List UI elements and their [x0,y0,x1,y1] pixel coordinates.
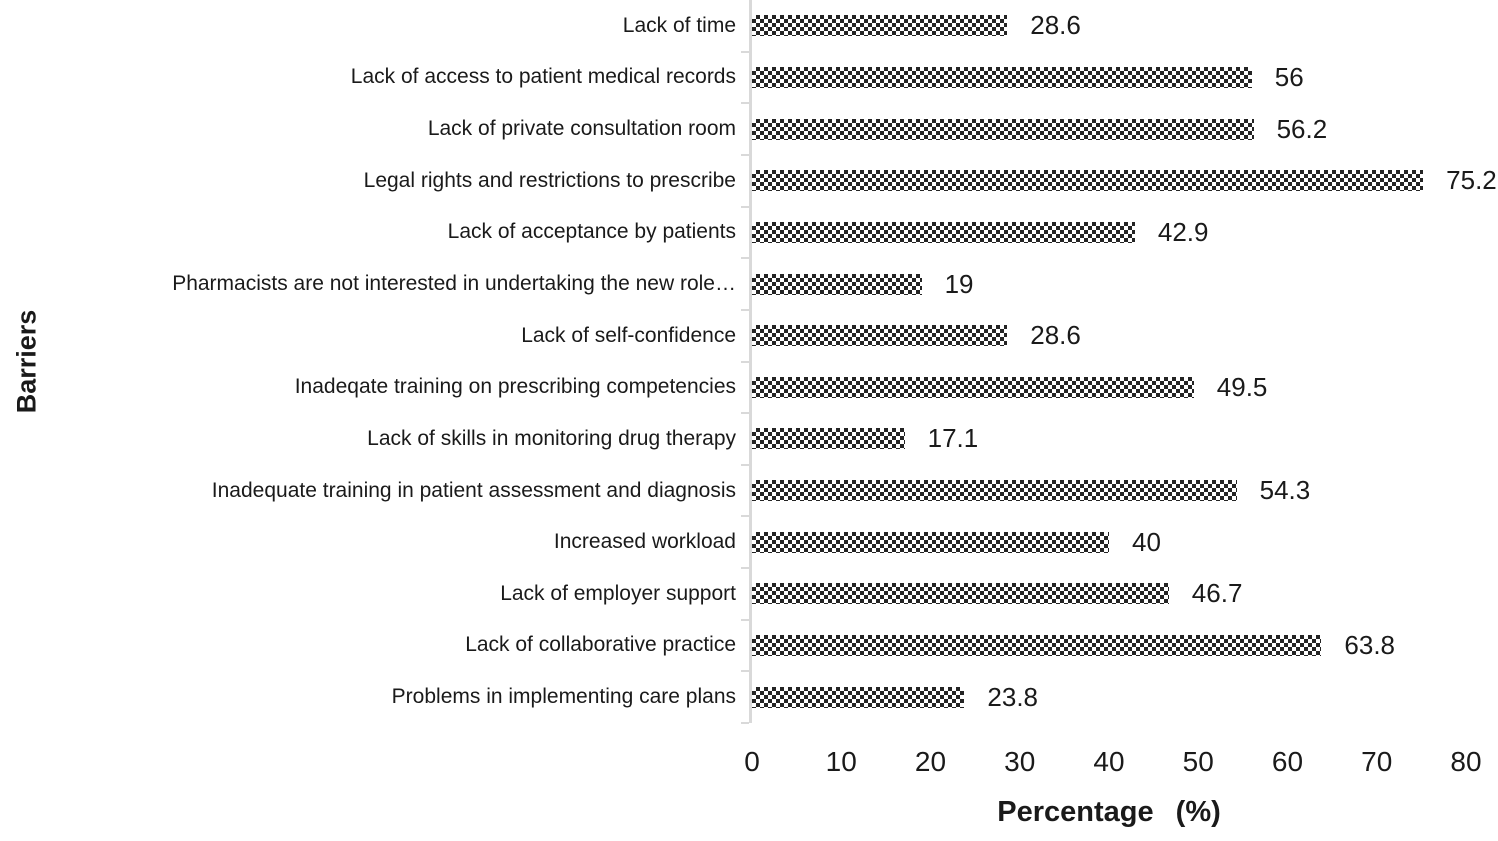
value-label: 75.2 [1446,165,1497,196]
value-label: 56.2 [1276,113,1328,144]
category-label: Lack of employer support [500,581,736,605]
category-label: Lack of acceptance by patients [447,220,736,244]
value-label: 23.8 [987,681,1039,712]
bar-row: Lack of self-confidence 28.6 [0,310,1498,362]
x-tick-label: 60 [1271,746,1304,777]
value-label: 17.1 [927,423,979,454]
category-axis-tick [741,515,749,517]
value-label: 56 [1274,61,1304,92]
x-tick-label: 30 [1004,746,1036,777]
x-tick-label: 70 [1361,746,1393,777]
bar [752,635,1322,656]
category-label: Pharmacists are not interested in undert… [172,271,736,295]
bar-row: Lack of time 28.6 [0,0,1498,52]
bar-row: Lack of collaborative practice 63.8 [0,620,1498,672]
bar-row: Lack of skills in monitoring drug therap… [0,413,1498,465]
bar [752,170,1424,192]
category-axis-tick [741,619,749,621]
value-label: 46.7 [1191,578,1243,609]
bar [752,583,1169,605]
plot-area: Lack of time 28.6 Lack of access to patien… [0,0,1498,723]
x-axis-title: Percentage (%) [997,796,1221,828]
category-axis-tick [741,51,749,53]
bar [752,376,1194,398]
value-label: 54.3 [1259,475,1311,506]
bar [752,686,965,708]
value-label: 28.6 [1030,320,1081,351]
category-axis-tick [741,361,749,363]
category-axis-tick [741,464,749,466]
value-label: 19 [944,268,974,299]
x-tick-label: 20 [914,746,947,777]
bar [752,273,922,295]
bar [752,66,1252,88]
value-label: 49.5 [1216,371,1268,402]
bar-row: Increased workload 40 [0,516,1498,568]
bar-cell: 63.8 [744,620,1498,672]
category-label: Inadequate training in patient assessmen… [211,478,736,502]
category-label: Lack of private consultation room [427,117,736,141]
category-label: Increased workload [553,530,736,554]
category-axis-tick [741,154,749,156]
bar-cell: 28.6 [744,0,1498,52]
category-label: Inadeqate training on prescribing compet… [294,375,736,399]
bar-cell: 19 [744,258,1498,310]
value-label: 63.8 [1344,630,1396,660]
category-axis-tick [741,102,749,104]
category-label: Problems in implementing care plans [391,685,736,709]
category-axis-tick [741,309,749,311]
x-tick-label: 40 [1093,746,1125,777]
bar-row: Problems in implementing care plans 23.8 [0,671,1498,723]
bar-row: Legal rights and restrictions to prescri… [0,155,1498,207]
bar [752,15,1008,37]
category-axis-tick [741,567,749,569]
value-label: 42.9 [1157,216,1209,247]
bar-row: Lack of acceptance by patients 42.9 [0,207,1498,259]
x-tick-label: 0 [744,746,760,777]
x-axis: 0 10 20 30 40 50 60 70 80 [744,746,1481,786]
value-label: 28.6 [1030,10,1081,41]
category-axis-tick [741,670,749,672]
bar-cell: 40 [744,516,1498,568]
category-label: Lack of skills in monitoring drug therap… [367,426,736,450]
bar-cell: 54.3 [744,465,1498,517]
category-label: Lack of time [622,13,736,37]
bar-row: Lack of private consultation room 56.2 [0,103,1498,155]
category-axis-line [749,0,752,723]
bar-row: Lack of access to patient medical record… [0,52,1498,104]
x-tick-label: 80 [1450,746,1482,777]
bar-cell: 17.1 [744,413,1498,465]
category-axis-tick [741,206,749,208]
bar [752,428,905,450]
bar-row: Inadeqate training on prescribing compet… [0,361,1498,413]
bar [752,118,1254,140]
category-axis-tick [741,722,749,724]
category-label: Legal rights and restrictions to prescri… [363,168,736,192]
bar-row: Pharmacists are not interested in undert… [0,258,1498,310]
category-label: Lack of self-confidence [521,323,736,347]
bar-cell: 46.7 [744,568,1498,620]
bar [752,325,1008,347]
bar-cell: 49.5 [744,361,1498,413]
bar-row: Inadequate training in patient assessmen… [0,465,1498,517]
category-axis-tick [741,412,749,414]
bar-cell: 56 [744,52,1498,104]
bar-cell: 75.2 [744,155,1498,207]
bar-cell: 42.9 [744,207,1498,259]
bar [752,480,1237,502]
bar-cell: 28.6 [744,310,1498,362]
value-label: 40 [1132,526,1161,557]
bar-row: Lack of employer support 46.7 [0,568,1498,620]
category-label: Lack of collaborative practice [465,633,736,657]
bar-cell: 23.8 [744,671,1498,723]
category-label: Lack of access to patient medical record… [350,65,736,89]
bar-cell: 56.2 [744,103,1498,155]
x-tick-label: 10 [825,746,857,777]
bar [752,221,1135,243]
category-axis-tick [741,257,749,259]
bar [752,531,1109,553]
x-tick-label: 50 [1182,746,1214,777]
